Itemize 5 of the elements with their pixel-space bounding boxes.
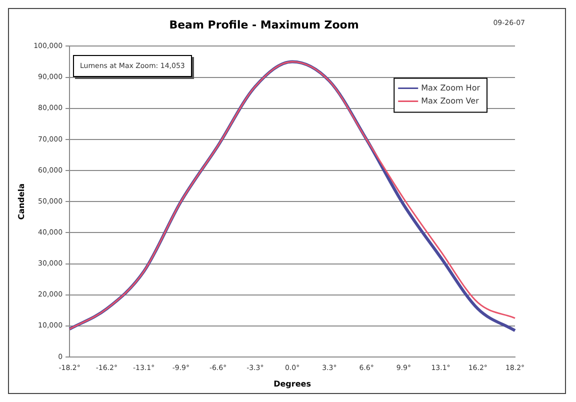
x-axis-title: Degrees (274, 379, 312, 388)
legend-label: Max Zoom Hor (421, 83, 481, 92)
y-axis-title: Candela (16, 183, 26, 220)
legend-label: Max Zoom Ver (421, 96, 480, 106)
chart-title: Beam Profile - Maximum Zoom (169, 18, 359, 32)
